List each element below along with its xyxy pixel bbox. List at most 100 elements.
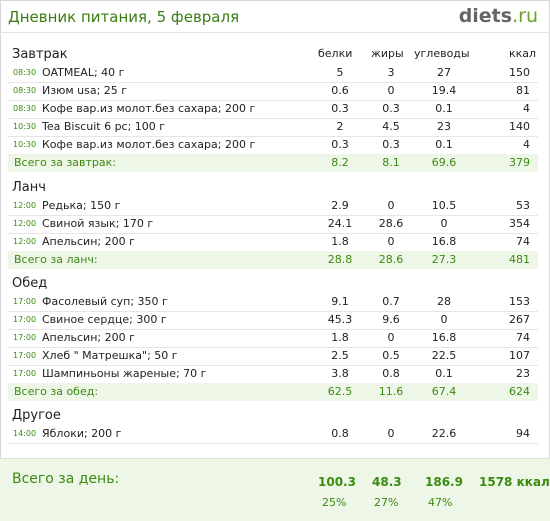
food-time: 12:00 (13, 201, 37, 210)
food-protein: 0.8 (331, 427, 349, 440)
meal-total-row: Всего за завтрак: 8.2 8.1 69.6 379 (8, 154, 538, 172)
food-fat: 0.3 (382, 138, 400, 151)
food-kcal: 74 (516, 331, 530, 344)
food-name: Кофе вар.из молот.без сахара; 200 г (42, 138, 256, 151)
meal-title-other: Другое (12, 408, 61, 423)
total-fat: 28.6 (378, 253, 404, 266)
food-protein: 0.3 (331, 102, 349, 115)
food-carbs: 23 (437, 120, 451, 133)
food-name: Свиной язык; 170 г (42, 217, 154, 230)
food-name: Свиное сердце; 300 г (42, 313, 167, 326)
food-row[interactable]: 10:30 Tea Biscuit 6 pc; 100 г 2 4.5 23 1… (8, 118, 538, 137)
food-row[interactable]: 12:00 Свиной язык; 170 г 24.1 28.6 0 354 (8, 215, 538, 234)
food-carbs: 0.1 (435, 138, 453, 151)
meal-total-label: Всего за завтрак: (14, 156, 117, 169)
food-row[interactable]: 08:30 Кофе вар.из молот.без сахара; 200 … (8, 100, 538, 119)
food-fat: 3 (387, 66, 395, 79)
food-carbs: 16.8 (431, 235, 457, 248)
food-fat: 0 (387, 199, 395, 212)
food-name: Хлеб " Матрешка"; 50 г (42, 349, 178, 362)
food-kcal: 81 (516, 84, 530, 97)
food-kcal: 140 (509, 120, 530, 133)
food-protein: 45.3 (327, 313, 353, 326)
food-row[interactable]: 17:00 Свиное сердце; 300 г 45.3 9.6 0 26… (8, 311, 538, 330)
food-row[interactable]: 14:00 Яблоки; 200 г 0.8 0 22.6 94 (8, 425, 538, 444)
food-kcal: 4 (523, 102, 530, 115)
food-fat: 0 (387, 84, 395, 97)
food-time: 10:30 (13, 140, 37, 149)
total-carbs: 27.3 (431, 253, 457, 266)
food-fat: 28.6 (378, 217, 404, 230)
food-time: 17:00 (13, 315, 37, 324)
food-time: 17:00 (13, 351, 37, 360)
food-fat: 0.3 (382, 102, 400, 115)
food-time: 14:00 (13, 429, 37, 438)
total-carbs: 67.4 (431, 385, 457, 398)
total-fat: 8.1 (382, 156, 400, 169)
day-total-carbs: 186.9 (425, 475, 463, 489)
food-row[interactable]: 10:30 Кофе вар.из молот.без сахара; 200 … (8, 136, 538, 155)
food-fat: 0 (387, 331, 395, 344)
food-protein: 3.8 (331, 367, 349, 380)
food-carbs: 0 (440, 217, 448, 230)
food-protein: 2.5 (331, 349, 349, 362)
food-time: 12:00 (13, 219, 37, 228)
column-header-protein: белки (318, 47, 353, 60)
food-fat: 0.5 (382, 349, 400, 362)
total-protein: 28.8 (327, 253, 353, 266)
day-carbs-percent: 47% (428, 496, 453, 509)
food-row[interactable]: 12:00 Апельсин; 200 г 1.8 0 16.8 74 (8, 233, 538, 252)
meal-total-row: Всего за обед: 62.5 11.6 67.4 624 (8, 383, 538, 401)
food-time: 17:00 (13, 297, 37, 306)
day-total-panel: Всего за день: 100.3 48.3 186.9 1578 кка… (0, 458, 550, 521)
column-header-kcal: ккал (509, 47, 537, 60)
food-kcal: 23 (516, 367, 530, 380)
food-protein: 1.8 (331, 235, 349, 248)
food-name: Апельсин; 200 г (42, 235, 135, 248)
meal-total-row: Всего за ланч: 28.8 28.6 27.3 481 (8, 251, 538, 269)
meal-total-label: Всего за ланч: (14, 253, 98, 266)
food-protein: 2 (336, 120, 344, 133)
food-time: 12:00 (13, 237, 37, 246)
food-protein: 24.1 (327, 217, 353, 230)
food-name: Шампиньоны жареные; 70 г (42, 367, 207, 380)
food-carbs: 0.1 (435, 102, 453, 115)
food-name: Изюм usa; 25 г (42, 84, 128, 97)
food-protein: 2.9 (331, 199, 349, 212)
food-row[interactable]: 17:00 Хлеб " Матрешка"; 50 г 2.5 0.5 22.… (8, 347, 538, 366)
day-total-label: Всего за день: (12, 471, 120, 487)
food-carbs: 22.5 (431, 349, 457, 362)
total-protein: 8.2 (331, 156, 349, 169)
day-total-fat: 48.3 (372, 475, 402, 489)
food-protein: 9.1 (331, 295, 349, 308)
site-logo[interactable]: diets.ru (459, 5, 538, 27)
food-row[interactable]: 08:30 OATMEAL; 40 г 5 3 27 150 (8, 64, 538, 83)
logo-main: diets (458, 5, 513, 27)
food-kcal: 94 (516, 427, 530, 440)
food-carbs: 22.6 (431, 427, 457, 440)
day-protein-percent: 25% (322, 496, 347, 509)
page-header: Дневник питания, 5 февраля diets.ru (0, 0, 550, 36)
total-kcal: 379 (509, 156, 530, 169)
logo-tld: .ru (512, 5, 538, 27)
food-fat: 0.7 (382, 295, 400, 308)
total-kcal: 481 (509, 253, 530, 266)
food-protein: 0.6 (331, 84, 349, 97)
food-row[interactable]: 17:00 Апельсин; 200 г 1.8 0 16.8 74 (8, 329, 538, 348)
total-protein: 62.5 (327, 385, 353, 398)
food-carbs: 27 (437, 66, 451, 79)
food-row[interactable]: 08:30 Изюм usa; 25 г 0.6 0 19.4 81 (8, 82, 538, 101)
food-kcal: 267 (509, 313, 530, 326)
day-fat-percent: 27% (374, 496, 399, 509)
total-kcal: 624 (509, 385, 530, 398)
food-row[interactable]: 17:00 Фасолевый суп; 350 г 9.1 0.7 28 15… (8, 293, 538, 312)
food-row[interactable]: 17:00 Шампиньоны жареные; 70 г 3.8 0.8 0… (8, 365, 538, 384)
food-name: Кофе вар.из молот.без сахара; 200 г (42, 102, 256, 115)
meal-title-lunch: Ланч (12, 180, 46, 195)
food-name: Редька; 150 г (42, 199, 121, 212)
food-carbs: 0.1 (435, 367, 453, 380)
food-carbs: 19.4 (431, 84, 457, 97)
food-carbs: 28 (437, 295, 451, 308)
food-row[interactable]: 12:00 Редька; 150 г 2.9 0 10.5 53 (8, 197, 538, 216)
food-time: 08:30 (13, 86, 37, 95)
